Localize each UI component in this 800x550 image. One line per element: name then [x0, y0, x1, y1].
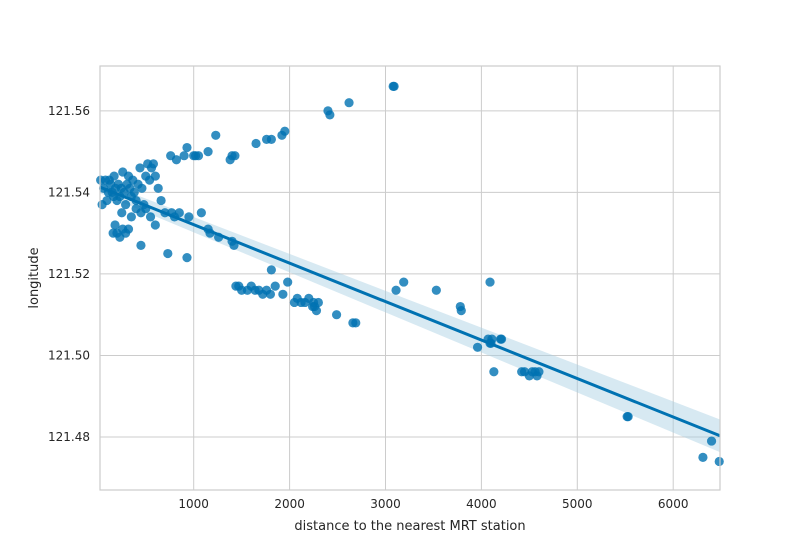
data-point — [230, 151, 240, 161]
data-point — [311, 306, 322, 316]
x-tick-label: 1000 — [178, 497, 209, 511]
data-point — [280, 126, 290, 136]
grid — [100, 66, 720, 490]
data-point — [496, 334, 507, 344]
y-tick-label: 121.48 — [48, 430, 90, 444]
x-axis-label: distance to the nearest MRT station — [294, 519, 525, 534]
data-point — [150, 171, 160, 181]
data-point — [399, 277, 409, 287]
data-point — [129, 187, 139, 197]
x-tick-label: 2000 — [274, 497, 305, 511]
data-point — [351, 318, 361, 328]
data-point — [714, 456, 724, 467]
data-point — [325, 110, 335, 120]
data-point — [137, 183, 147, 193]
data-point — [203, 147, 213, 157]
data-point — [136, 240, 146, 250]
data-point — [108, 228, 118, 238]
y-tick-label: 121.52 — [48, 267, 90, 281]
data-point — [456, 306, 466, 316]
data-point — [153, 183, 163, 193]
data-point — [283, 277, 293, 287]
plot-area — [100, 66, 720, 490]
data-point — [117, 208, 127, 218]
data-point — [270, 281, 280, 291]
data-point — [623, 412, 633, 422]
data-point — [179, 151, 189, 161]
data-point — [389, 81, 399, 91]
data-point — [251, 138, 261, 149]
x-tick-label: 3000 — [370, 497, 401, 511]
y-axis-label: longitude — [27, 247, 42, 308]
y-tick-label: 121.56 — [48, 104, 90, 118]
data-point — [126, 212, 136, 222]
data-point — [145, 212, 156, 222]
data-point — [331, 310, 342, 320]
data-point — [102, 195, 112, 206]
y-tick-label: 121.54 — [48, 185, 90, 199]
data-point — [184, 212, 194, 222]
data-point — [431, 285, 441, 295]
data-point — [265, 289, 276, 299]
data-point — [211, 130, 221, 140]
data-point — [182, 142, 192, 153]
plot-frame — [99, 65, 721, 491]
data-point — [182, 253, 192, 263]
regression-line-path — [99, 185, 721, 438]
data-point — [163, 248, 173, 259]
data-point — [391, 285, 401, 295]
regression-line — [99, 185, 721, 438]
data-point — [266, 265, 276, 275]
data-point — [150, 220, 160, 230]
data-point — [109, 171, 119, 181]
x-tick-label: 5000 — [562, 497, 593, 511]
data-point — [156, 195, 166, 206]
scatter-points — [96, 81, 724, 467]
data-point — [313, 297, 323, 308]
data-point — [196, 208, 206, 218]
data-point — [706, 436, 717, 446]
data-point — [193, 151, 204, 161]
data-point — [344, 98, 354, 108]
y-tick-label: 121.50 — [48, 348, 90, 362]
x-tick-labels: 1000 2000 3000 4000 5000 6000 — [178, 497, 688, 511]
data-point — [487, 334, 497, 344]
data-point — [135, 163, 145, 173]
data-point — [489, 367, 499, 377]
data-point — [278, 289, 288, 299]
data-point — [698, 452, 708, 462]
data-point — [266, 134, 276, 144]
data-point — [166, 151, 176, 161]
data-point — [174, 208, 184, 218]
data-point — [534, 367, 544, 377]
data-point — [121, 200, 131, 210]
y-tick-labels: 121.48 121.50 121.52 121.54 121.56 — [48, 104, 90, 444]
data-point — [148, 159, 159, 169]
x-tick-label: 6000 — [658, 497, 689, 511]
data-point — [110, 220, 120, 230]
data-point — [485, 277, 495, 287]
x-tick-label: 4000 — [466, 497, 497, 511]
data-point — [121, 228, 131, 238]
data-point — [472, 342, 483, 352]
